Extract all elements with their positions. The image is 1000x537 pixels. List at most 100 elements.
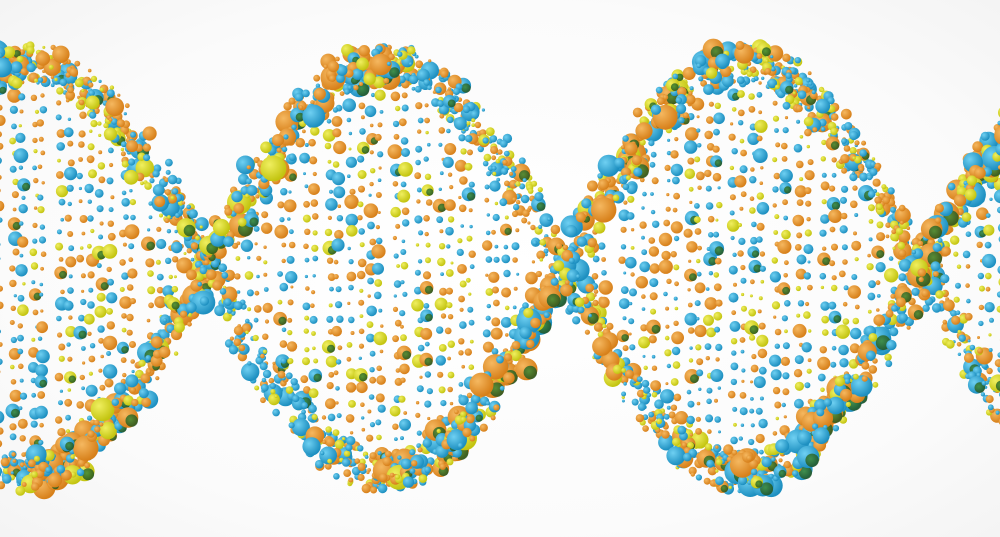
helix-bead-back — [285, 386, 294, 394]
base-pair-bead — [119, 287, 125, 292]
base-pair-bead — [65, 429, 71, 434]
base-pair-bead — [366, 305, 378, 317]
base-pair-bead — [358, 328, 365, 335]
base-pair-bead — [240, 239, 254, 252]
base-pair-bead — [658, 232, 673, 247]
base-pair-bead — [299, 152, 310, 164]
helix-bead-back — [808, 81, 813, 86]
base-pair-bead — [324, 142, 332, 150]
base-pair-bead — [356, 270, 366, 280]
helix-bead-back — [940, 274, 950, 284]
helix-bead-front — [560, 283, 573, 297]
base-pair-bead — [416, 443, 422, 449]
base-pair-bead — [398, 162, 413, 177]
base-pair-bead — [731, 148, 738, 155]
overlap-bead — [424, 357, 433, 366]
base-pair-bead — [686, 389, 692, 395]
helix-bead-back — [366, 470, 370, 475]
helix-bead-front — [840, 388, 853, 401]
base-pair-bead — [774, 343, 780, 349]
helix-bead-front — [700, 80, 707, 87]
base-pair-bead — [0, 301, 4, 310]
helix-bead-front — [466, 415, 475, 424]
base-pair-bead — [67, 201, 73, 207]
base-pair-bead — [749, 207, 756, 214]
helix-bead-back — [327, 458, 332, 464]
base-pair-bead — [459, 307, 464, 312]
helix-bead-back — [74, 60, 81, 67]
base-pair-bead — [503, 244, 509, 250]
base-pair-bead — [696, 171, 705, 181]
base-pair-bead — [438, 127, 446, 134]
base-pair-bead — [672, 176, 680, 185]
base-pair-bead — [393, 133, 400, 140]
helix-bead-back — [364, 455, 369, 459]
base-pair-bead — [37, 336, 43, 341]
base-pair-bead — [755, 433, 765, 444]
helix-bead-back — [683, 452, 692, 462]
base-pair-bead — [302, 357, 310, 366]
overlap-bead — [720, 484, 729, 493]
base-pair-bead — [12, 248, 20, 256]
base-pair-bead — [705, 414, 714, 423]
helix-bead-back — [68, 83, 74, 88]
helix-bead-back — [268, 393, 280, 406]
base-pair-bead — [759, 396, 764, 401]
base-pair-bead — [750, 397, 754, 401]
base-pair-bead — [424, 231, 429, 237]
base-pair-bead — [308, 183, 320, 196]
helix-bead-back — [233, 338, 242, 347]
helix-bead-back — [254, 385, 260, 391]
base-pair-bead — [345, 213, 359, 227]
base-pair-bead — [728, 133, 736, 141]
base-pair-bead — [704, 130, 713, 140]
base-pair-bead — [513, 286, 518, 291]
base-pair-bead — [86, 155, 95, 164]
base-pair-bead — [820, 285, 825, 290]
base-pair-bead — [348, 147, 352, 151]
base-pair-bead — [976, 241, 983, 248]
base-pair-bead — [713, 128, 720, 136]
helix-bead-back — [887, 187, 895, 195]
base-pair-bead — [411, 298, 424, 312]
helix-bead-back — [547, 217, 552, 222]
overlap-bead — [361, 146, 370, 154]
base-pair-bead — [728, 292, 739, 303]
base-pair-bead — [841, 185, 849, 193]
base-pair-bead — [673, 192, 680, 200]
helix-bead-front — [672, 73, 679, 80]
base-pair-bead — [759, 181, 764, 185]
base-pair-bead — [759, 251, 766, 257]
base-pair-bead — [977, 336, 980, 339]
base-pair-bead — [57, 332, 63, 338]
base-pair-bead — [375, 393, 385, 403]
base-pair-bead — [649, 161, 656, 168]
helix-bead-back — [882, 196, 891, 205]
base-pair-bead — [705, 202, 714, 210]
base-pair-bead — [794, 244, 802, 251]
base-pair-bead — [962, 250, 971, 259]
base-pair-bead — [285, 271, 298, 284]
base-pair-bead — [714, 102, 721, 110]
base-pair-bead — [751, 353, 757, 360]
helix-bead-back — [890, 232, 900, 242]
base-pair-bead — [261, 211, 269, 219]
base-pair-bead — [658, 259, 673, 274]
base-pair-bead — [346, 356, 352, 362]
base-pair-bead — [348, 131, 353, 136]
base-pair-bead — [325, 398, 336, 410]
helix-bead-back — [65, 72, 71, 78]
helix-bead-front — [622, 183, 630, 191]
helix-bead-back — [794, 77, 803, 86]
base-pair-bead — [485, 256, 493, 263]
base-pair-bead — [395, 368, 401, 373]
base-pair-bead — [97, 325, 105, 333]
base-pair-bead — [102, 244, 118, 259]
base-pair-bead — [369, 238, 377, 246]
helix-bead-front — [150, 336, 163, 349]
base-pair-bead — [129, 199, 136, 206]
helix-bead-back — [858, 166, 864, 172]
helix-bead-back — [815, 98, 831, 114]
helix-bead-back — [140, 181, 144, 186]
helix-bead-back — [302, 437, 321, 456]
